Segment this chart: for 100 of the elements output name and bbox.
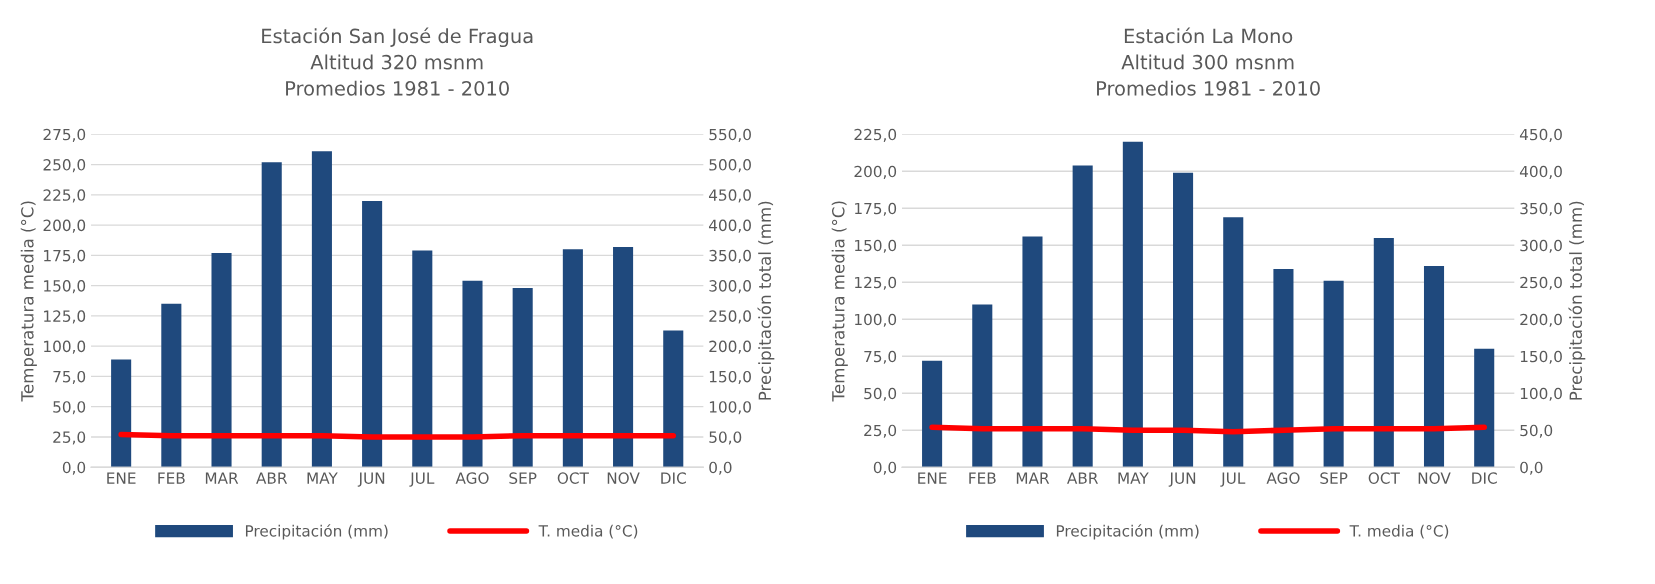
- y2-tick-label: 450,0: [708, 189, 751, 203]
- y2-tick-label: 200,0: [709, 340, 751, 354]
- y-tick-label: 75,0: [864, 350, 897, 364]
- y2-tick-label: 400,0: [708, 219, 751, 233]
- y2-tick-label: 150,0: [709, 370, 751, 384]
- y-tick-label: 100,0: [855, 313, 897, 327]
- x-tick-label: AGO: [455, 472, 489, 484]
- y-tick-label: 150,0: [44, 280, 86, 294]
- y-tick-label: 0,0: [873, 461, 897, 475]
- y-tick-label: 0,0: [62, 461, 86, 475]
- y-tick-label: 175,0: [855, 202, 897, 216]
- bar: [562, 249, 583, 468]
- bar: [412, 250, 433, 468]
- legend-label: Precipitación (mm): [1056, 524, 1199, 540]
- x-tick-label: DIC: [661, 472, 686, 484]
- bar: [1173, 172, 1194, 468]
- y2-tick-label: 200,0: [1520, 313, 1562, 327]
- x-tick-label: JUN: [357, 472, 385, 487]
- y-tick-label: 225,0: [43, 189, 86, 203]
- x-tick-label: OCT: [1368, 472, 1400, 484]
- y-axis-title: Temperatura media (°C): [831, 201, 848, 402]
- bar: [922, 360, 943, 468]
- x-tick-label: JUL: [409, 472, 435, 487]
- y2-tick-label: 0,0: [709, 461, 732, 475]
- y2-tick-label: 400,0: [1519, 165, 1562, 179]
- x-tick-label: MAR: [1016, 472, 1050, 484]
- x-tick-label: JUL: [1220, 472, 1246, 487]
- y-tick-label: 175,0: [44, 249, 86, 263]
- x-tick-label: ABR: [1067, 472, 1098, 484]
- y-tick-label: 25,0: [53, 431, 86, 445]
- y-axis-title: Temperatura media (°C): [20, 201, 37, 402]
- x-tick-label: ENE: [107, 472, 136, 484]
- bar: [1223, 217, 1244, 468]
- bar: [261, 162, 282, 468]
- y2-tick-label: 550,0: [709, 128, 751, 142]
- legend-label: Precipitación (mm): [245, 524, 388, 540]
- bar: [211, 252, 232, 468]
- bar: [462, 280, 483, 468]
- y2-tick-label: 0,0: [1520, 461, 1543, 475]
- y-tick-label: 100,0: [44, 340, 86, 354]
- bar: [1474, 348, 1495, 468]
- x-tick-label: ABR: [256, 472, 288, 484]
- x-tick-label: FEB: [969, 472, 996, 484]
- y-tick-label: 225,0: [854, 128, 897, 142]
- y-tick-label: 50,0: [53, 401, 86, 415]
- x-tick-label: ENE: [918, 472, 947, 484]
- x-tick-label: MAY: [307, 472, 338, 484]
- bar: [311, 151, 332, 468]
- x-tick-label: FEB: [158, 472, 185, 484]
- bar: [1273, 268, 1294, 468]
- bar: [1373, 237, 1394, 468]
- bar: [1022, 236, 1043, 468]
- x-tick-label: NOV: [1418, 472, 1451, 484]
- y2-tick-label: 300,0: [1520, 239, 1562, 253]
- y2-tick-label: 150,0: [1520, 350, 1562, 364]
- x-tick-label: MAR: [205, 472, 239, 484]
- legend-label: T. media (°C): [538, 524, 638, 539]
- bar: [1072, 165, 1093, 468]
- y-tick-label: 250,0: [43, 159, 86, 173]
- y-tick-label: 50,0: [864, 387, 897, 401]
- y-tick-label: 150,0: [855, 239, 897, 253]
- y2-tick-label: 350,0: [1520, 202, 1562, 216]
- x-tick-label: AGO: [1266, 472, 1300, 484]
- y-tick-label: 25,0: [864, 424, 897, 438]
- y-tick-label: 125,0: [855, 276, 897, 290]
- x-tick-label: JUN: [1168, 472, 1196, 487]
- y2-tick-label: 50,0: [709, 431, 742, 445]
- y2-tick-label: 100,0: [1520, 387, 1562, 401]
- bar: [161, 303, 182, 468]
- x-tick-label: SEP: [509, 472, 537, 484]
- chart-title: Estación La Mono Altitud 300 msnm Promedios 1981 - 2010: [1097, 27, 1320, 96]
- y2-axis-title: Precipitación total (mm): [757, 201, 775, 400]
- bar: [111, 359, 132, 468]
- y2-tick-label: 250,0: [709, 310, 751, 324]
- y2-tick-label: 50,0: [1520, 424, 1553, 438]
- bar: [362, 200, 383, 468]
- bar: [1423, 265, 1445, 468]
- y2-tick-label: 100,0: [709, 401, 751, 415]
- y2-tick-label: 450,0: [1519, 128, 1562, 142]
- y2-tick-label: 250,0: [1520, 276, 1562, 290]
- y-tick-label: 200,0: [43, 219, 86, 233]
- y-tick-label: 200,0: [854, 165, 897, 179]
- x-tick-label: SEP: [1320, 472, 1348, 484]
- y-tick-label: 275,0: [43, 128, 86, 142]
- y-tick-label: 75,0: [53, 370, 86, 384]
- x-tick-label: DIC: [1472, 472, 1497, 484]
- bar: [613, 246, 634, 468]
- bar: [512, 288, 533, 468]
- y-tick-label: 125,0: [44, 310, 86, 324]
- bar: [972, 304, 993, 468]
- bar: [1323, 280, 1344, 468]
- y2-tick-label: 300,0: [709, 280, 751, 294]
- y2-tick-label: 500,0: [709, 159, 751, 173]
- bar: [1122, 141, 1143, 468]
- y2-axis-title: Precipitación total (mm): [1568, 201, 1586, 400]
- x-tick-label: NOV: [607, 472, 640, 484]
- bar: [663, 330, 684, 468]
- legend-label: T. media (°C): [1349, 524, 1449, 539]
- x-tick-label: MAY: [1118, 472, 1149, 484]
- y2-tick-label: 350,0: [709, 249, 751, 263]
